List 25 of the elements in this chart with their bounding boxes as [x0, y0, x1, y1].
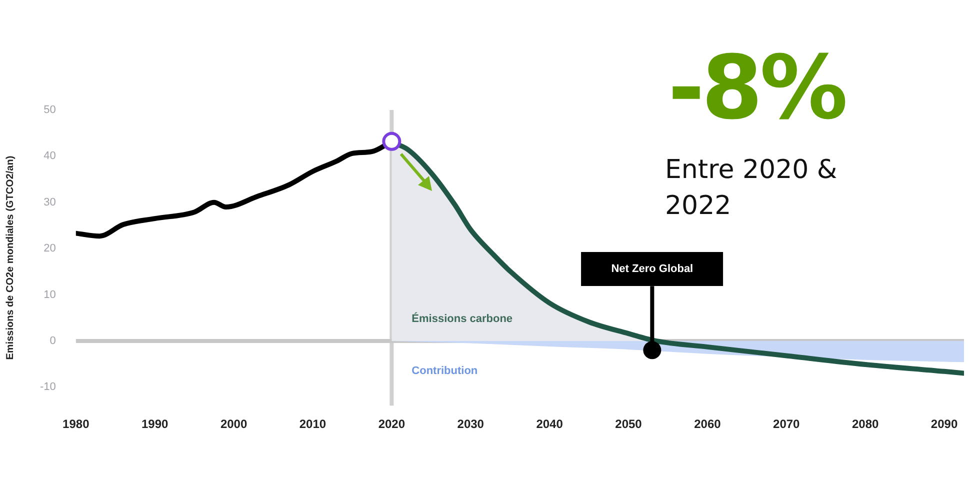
x-tick-label: 2040: [536, 417, 564, 432]
x-tick-label: 2010: [299, 417, 326, 432]
x-tick-label: 1990: [141, 417, 169, 432]
x-tick-label: 2080: [852, 417, 879, 432]
x-tick-label: 2000: [220, 417, 248, 432]
y-tick-label: 0: [50, 334, 56, 347]
x-tick-label: 1980: [62, 417, 90, 432]
y-tick-label: 40: [44, 150, 56, 162]
y-tick-label: 20: [44, 242, 56, 255]
callout-box: Net Zero Global: [581, 252, 724, 286]
series-label: Contribution: [412, 364, 478, 377]
y-axis-title: Emissions de CO2e mondiales (GTCO2/an): [4, 156, 16, 360]
y-tick-label: -10: [40, 381, 56, 394]
annotation: -8%: [668, 36, 845, 139]
annotation: Entre 2020 & 2022: [665, 154, 838, 223]
y-tick-label: 30: [44, 196, 56, 208]
series-label: Émissions carbone: [412, 312, 513, 325]
x-tick-label: 2030: [457, 417, 484, 432]
x-tick-label: 2070: [773, 417, 800, 432]
x-tick-label: 2020: [378, 417, 406, 432]
x-tick-label: 2060: [694, 417, 722, 432]
x-tick-label: 2090: [930, 417, 958, 432]
x-tick-label: 2050: [615, 417, 642, 432]
y-tick-label: 10: [44, 288, 56, 301]
y-tick-label: 50: [44, 104, 56, 116]
